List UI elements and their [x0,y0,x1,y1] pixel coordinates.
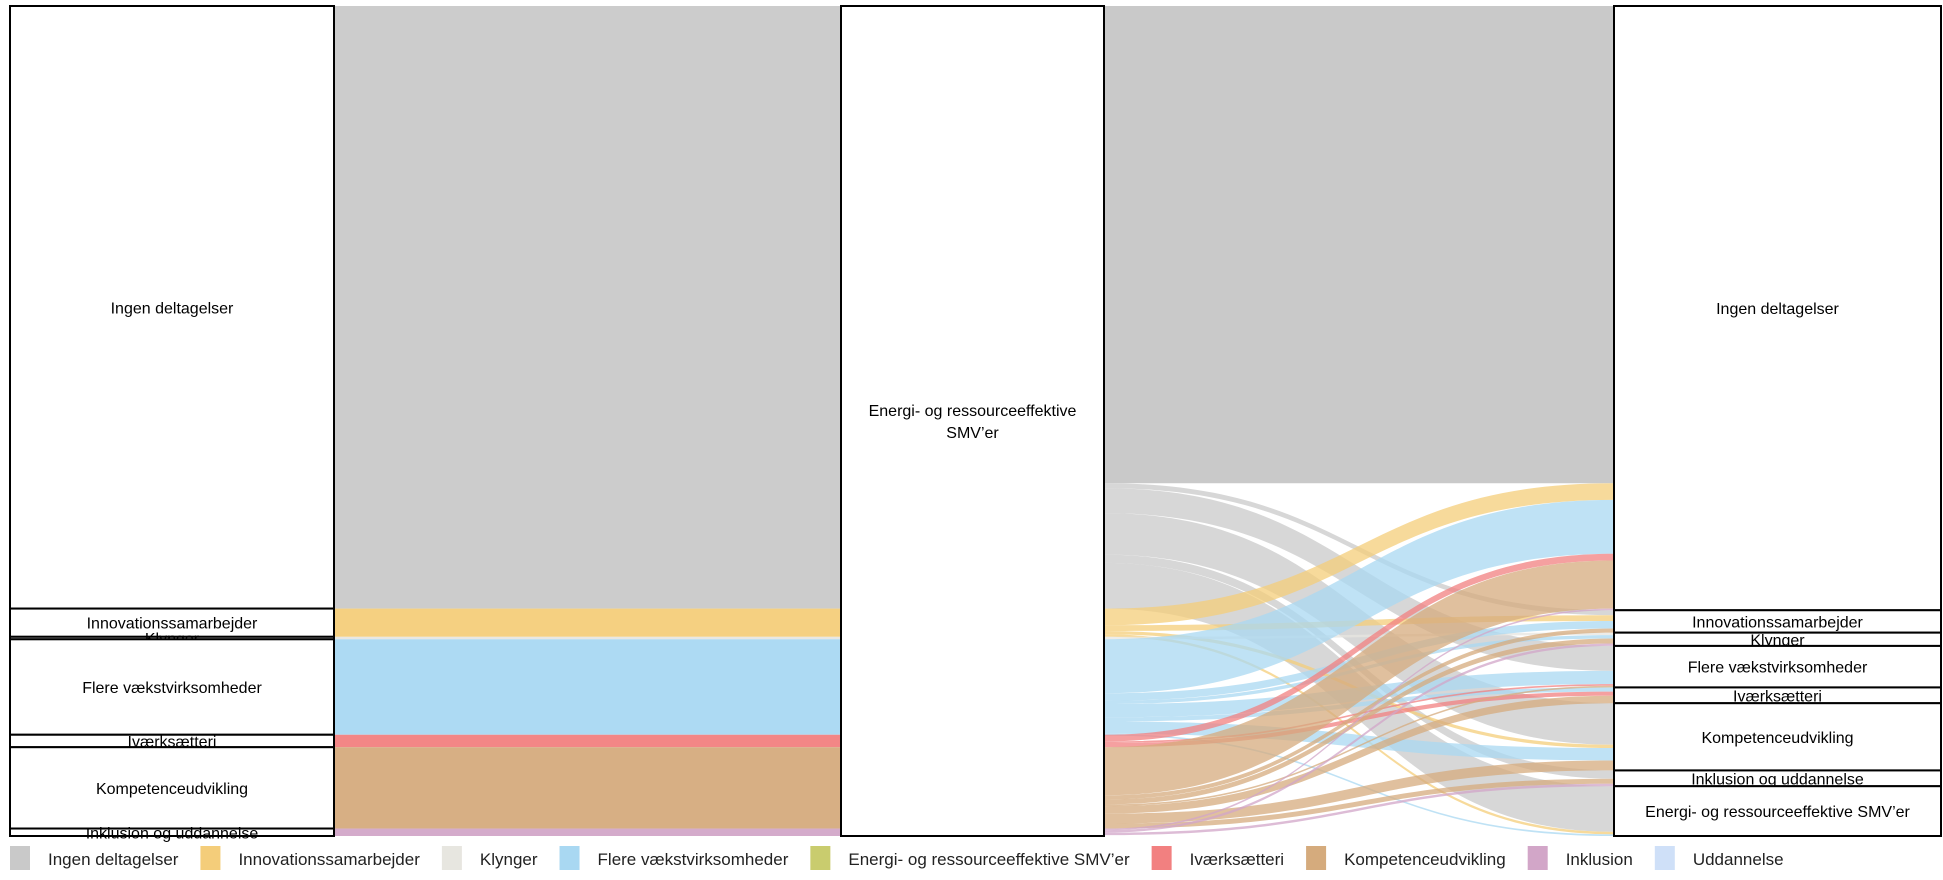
legend-label-uddannelse: Uddannelse [1693,850,1784,869]
flow-kompetence-to-klynger [1104,638,1614,805]
legend-swatch-innovation [200,846,221,870]
flow-inklusion-to-klynger [1104,643,1614,833]
left-node-label-flere: Flere vækstvirksomheder [82,680,262,697]
flow-ingen-to-ingen [1104,6,1614,484]
flow-kompetence-to-innovation [1104,628,1614,800]
right-node-label-ingen: Ingen deltagelser [1716,301,1839,318]
flow-flere-to-ingen [1104,499,1614,694]
legend-label-energi: Energi- og ressourceeffektive SMV’er [848,850,1130,869]
legend-swatch-kompetence [1306,846,1327,870]
right-node-label-flere: Flere vækstvirksomheder [1688,660,1868,677]
legend-item-innovation: Innovationssamarbejder [200,846,420,870]
legend-swatch-ivaerk [1151,846,1172,870]
nodes: Ingen deltagelser Innovationssamarbejder K… [9,5,1942,842]
left-node-label-kompetence: Kompetenceudvikling [96,781,248,798]
legend-label-ingen: Ingen deltagelser [48,850,179,869]
legend-label-ivaerk: Iværksætteri [1190,850,1284,869]
legend-item-ivaerk: Iværksætteri [1151,846,1284,870]
flow-left-flere [334,639,841,735]
flow-left-ingen [334,6,841,609]
legend-swatch-flere [559,846,580,870]
legend-swatch-inklusion [1527,846,1548,870]
left-node-ingen [9,5,335,610]
legend-item-energi: Energi- og ressourceeffektive SMV’er [810,846,1130,870]
legend-swatch-energi [810,846,831,870]
legend-item-uddannelse: Uddannelse [1654,846,1784,870]
right-node-label-inklusion: Inklusion og uddannelse [1691,771,1864,788]
left-flows [334,6,841,836]
flow-kompetence-to-ivaerk [1104,695,1614,814]
flow-left-ivaerk [334,734,841,748]
right-node-label-ivaerk: Iværksætteri [1733,688,1822,705]
right-node-energi [1613,785,1942,838]
flow-inklusion-to-ingen [1104,608,1614,831]
flow-flere-to-ivaerk [1104,687,1614,722]
flow-kompetence-to-inklusion [1104,778,1614,829]
legend-swatch-klynger [441,846,462,870]
legend-item-inklusion: Inklusion [1527,846,1633,870]
legend: Ingen deltagelser Innovationssamarbejder K… [10,846,1784,870]
right-node-label-innovation: Innovationssamarbejder [1692,614,1863,631]
flow-flere-to-energi [1104,733,1614,836]
left-node-innovation [9,607,335,638]
left-node-flere [9,638,335,736]
middle-node-label-2: SMV’er [946,425,999,442]
flow-left-innovation [334,608,841,637]
right-flows [1104,6,1614,836]
middle-node [840,5,1105,837]
left-node-label-ingen: Ingen deltagelser [111,300,234,317]
right-node-kompetence [1613,702,1942,772]
flow-kompetence-to-ingen [1104,560,1614,796]
left-node-label-innovation: Innovationssamarbejder [87,616,258,633]
legend-label-inklusion: Inklusion [1566,850,1633,869]
flow-inklusion-to-inklusion [1104,783,1614,836]
legend-label-flere: Flere vækstvirksomheder [598,850,789,869]
right-node-label-energi: Energi- og ressourceeffektive SMV’er [1645,804,1910,821]
legend-label-kompetence: Kompetenceudvikling [1344,850,1506,869]
legend-item-flere: Flere vækstvirksomheder [559,846,789,870]
left-node-kompetence [9,746,335,830]
flow-innovation-to-ingen [1104,483,1614,626]
legend-label-innovation: Innovationssamarbejder [238,850,420,869]
left-node-label-inklusion: Inklusion og uddannelse [86,825,259,842]
right-node-label-kompetence: Kompetenceudvikling [1701,730,1853,747]
flow-innovation-to-energi [1104,634,1614,835]
legend-item-kompetence: Kompetenceudvikling [1306,846,1506,870]
flow-left-klynger [334,636,841,640]
flow-kompetence-to-flere [1104,685,1614,807]
middle-node-label-1: Energi- og ressourceeffektive [869,403,1077,420]
flow-kompetence-to-kompetence [1104,760,1614,824]
legend-item-ingen: Ingen deltagelser [10,846,179,870]
legend-item-klynger: Klynger [441,846,538,870]
right-node-ingen [1613,5,1942,612]
left-node-inklusion [9,827,335,838]
legend-label-klynger: Klynger [480,850,538,869]
flow-left-inklusion [334,828,841,836]
flow-ivaerk-to-ingen [1104,553,1614,742]
legend-swatch-uddannelse [1654,846,1675,870]
legend-swatch-ingen [10,846,30,870]
flow-left-kompetence [334,747,841,829]
